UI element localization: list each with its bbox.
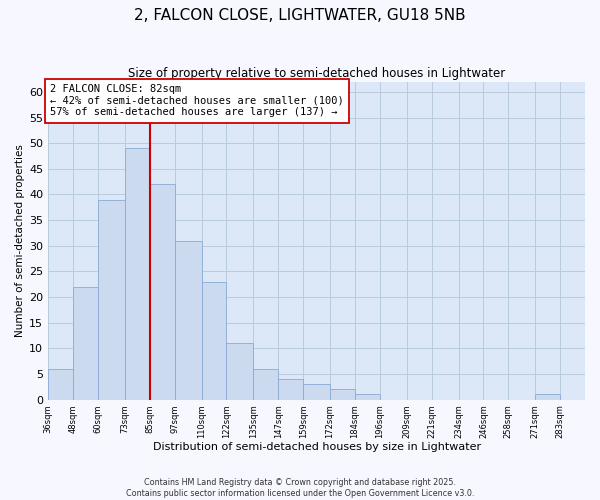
- Bar: [73, 287, 98, 400]
- Title: Size of property relative to semi-detached houses in Lightwater: Size of property relative to semi-detach…: [128, 68, 505, 80]
- Text: 2 FALCON CLOSE: 82sqm
← 42% of semi-detached houses are smaller (100)
57% of sem: 2 FALCON CLOSE: 82sqm ← 42% of semi-deta…: [50, 84, 344, 117]
- Bar: [98, 200, 125, 400]
- Bar: [226, 343, 253, 400]
- Text: 2, FALCON CLOSE, LIGHTWATER, GU18 5NB: 2, FALCON CLOSE, LIGHTWATER, GU18 5NB: [134, 8, 466, 22]
- Bar: [278, 379, 303, 400]
- Bar: [150, 184, 175, 400]
- Bar: [125, 148, 150, 400]
- Bar: [202, 282, 226, 400]
- Y-axis label: Number of semi-detached properties: Number of semi-detached properties: [15, 144, 25, 337]
- Bar: [535, 394, 560, 400]
- X-axis label: Distribution of semi-detached houses by size in Lightwater: Distribution of semi-detached houses by …: [152, 442, 481, 452]
- Bar: [330, 390, 355, 400]
- Text: Contains HM Land Registry data © Crown copyright and database right 2025.
Contai: Contains HM Land Registry data © Crown c…: [126, 478, 474, 498]
- Bar: [253, 369, 278, 400]
- Bar: [303, 384, 330, 400]
- Bar: [48, 369, 73, 400]
- Bar: [355, 394, 380, 400]
- Bar: [175, 240, 202, 400]
